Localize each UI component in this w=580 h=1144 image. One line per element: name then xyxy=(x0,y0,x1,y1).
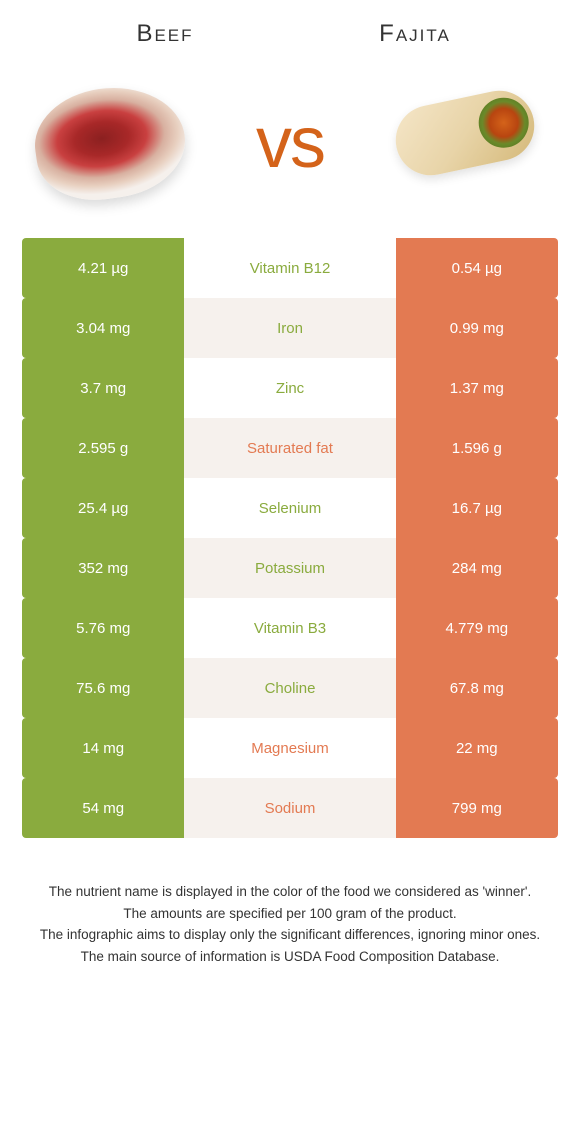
left-value-cell: 352 mg xyxy=(22,538,184,598)
nutrient-label-cell: Vitamin B12 xyxy=(184,238,395,298)
images-row: vs xyxy=(0,58,580,238)
table-row: 14 mgMagnesium22 mg xyxy=(22,718,558,778)
table-row: 352 mgPotassium284 mg xyxy=(22,538,558,598)
table-row: 3.7 mgZinc1.37 mg xyxy=(22,358,558,418)
left-value-cell: 54 mg xyxy=(22,778,184,838)
nutrient-label-cell: Magnesium xyxy=(184,718,395,778)
table-row: 3.04 mgIron0.99 mg xyxy=(22,298,558,358)
right-value-cell: 0.54 µg xyxy=(396,238,558,298)
nutrient-label-cell: Potassium xyxy=(184,538,395,598)
footer-notes: The nutrient name is displayed in the co… xyxy=(30,882,550,966)
footer-line-4: The main source of information is USDA F… xyxy=(30,947,550,967)
fajita-icon xyxy=(395,98,545,188)
right-value-cell: 1.596 g xyxy=(396,418,558,478)
left-value-cell: 14 mg xyxy=(22,718,184,778)
table-row: 2.595 gSaturated fat1.596 g xyxy=(22,418,558,478)
table-row: 4.21 µgVitamin B120.54 µg xyxy=(22,238,558,298)
left-value-cell: 3.7 mg xyxy=(22,358,184,418)
right-value-cell: 4.779 mg xyxy=(396,598,558,658)
table-row: 75.6 mgCholine67.8 mg xyxy=(22,658,558,718)
nutrient-label-cell: Selenium xyxy=(184,478,395,538)
nutrient-label-cell: Saturated fat xyxy=(184,418,395,478)
table-row: 5.76 mgVitamin B34.779 mg xyxy=(22,598,558,658)
right-value-cell: 0.99 mg xyxy=(396,298,558,358)
left-value-cell: 3.04 mg xyxy=(22,298,184,358)
nutrient-label-cell: Zinc xyxy=(184,358,395,418)
left-value-cell: 5.76 mg xyxy=(22,598,184,658)
right-value-cell: 22 mg xyxy=(396,718,558,778)
right-food-title: Fajita xyxy=(290,20,540,48)
beef-icon xyxy=(28,78,192,208)
beef-image xyxy=(30,78,190,208)
nutrient-label-cell: Sodium xyxy=(184,778,395,838)
right-value-cell: 1.37 mg xyxy=(396,358,558,418)
left-value-cell: 2.595 g xyxy=(22,418,184,478)
nutrient-label-cell: Choline xyxy=(184,658,395,718)
table-row: 25.4 µgSelenium16.7 µg xyxy=(22,478,558,538)
left-value-cell: 75.6 mg xyxy=(22,658,184,718)
right-value-cell: 67.8 mg xyxy=(396,658,558,718)
right-value-cell: 799 mg xyxy=(396,778,558,838)
right-value-cell: 16.7 µg xyxy=(396,478,558,538)
left-food-title: Beef xyxy=(40,20,290,48)
left-value-cell: 4.21 µg xyxy=(22,238,184,298)
infographic-container: Beef Fajita vs 4.21 µgVitamin B120.54 µg… xyxy=(0,0,580,966)
footer-line-3: The infographic aims to display only the… xyxy=(30,925,550,945)
nutrient-table: 4.21 µgVitamin B120.54 µg3.04 mgIron0.99… xyxy=(22,238,558,838)
footer-line-2: The amounts are specified per 100 gram o… xyxy=(30,904,550,924)
nutrient-label-cell: Iron xyxy=(184,298,395,358)
vs-label: vs xyxy=(256,102,324,184)
footer-line-1: The nutrient name is displayed in the co… xyxy=(30,882,550,902)
nutrient-label-cell: Vitamin B3 xyxy=(184,598,395,658)
right-value-cell: 284 mg xyxy=(396,538,558,598)
left-value-cell: 25.4 µg xyxy=(22,478,184,538)
table-row: 54 mgSodium799 mg xyxy=(22,778,558,838)
header-titles: Beef Fajita xyxy=(0,0,580,58)
fajita-image xyxy=(390,78,550,208)
